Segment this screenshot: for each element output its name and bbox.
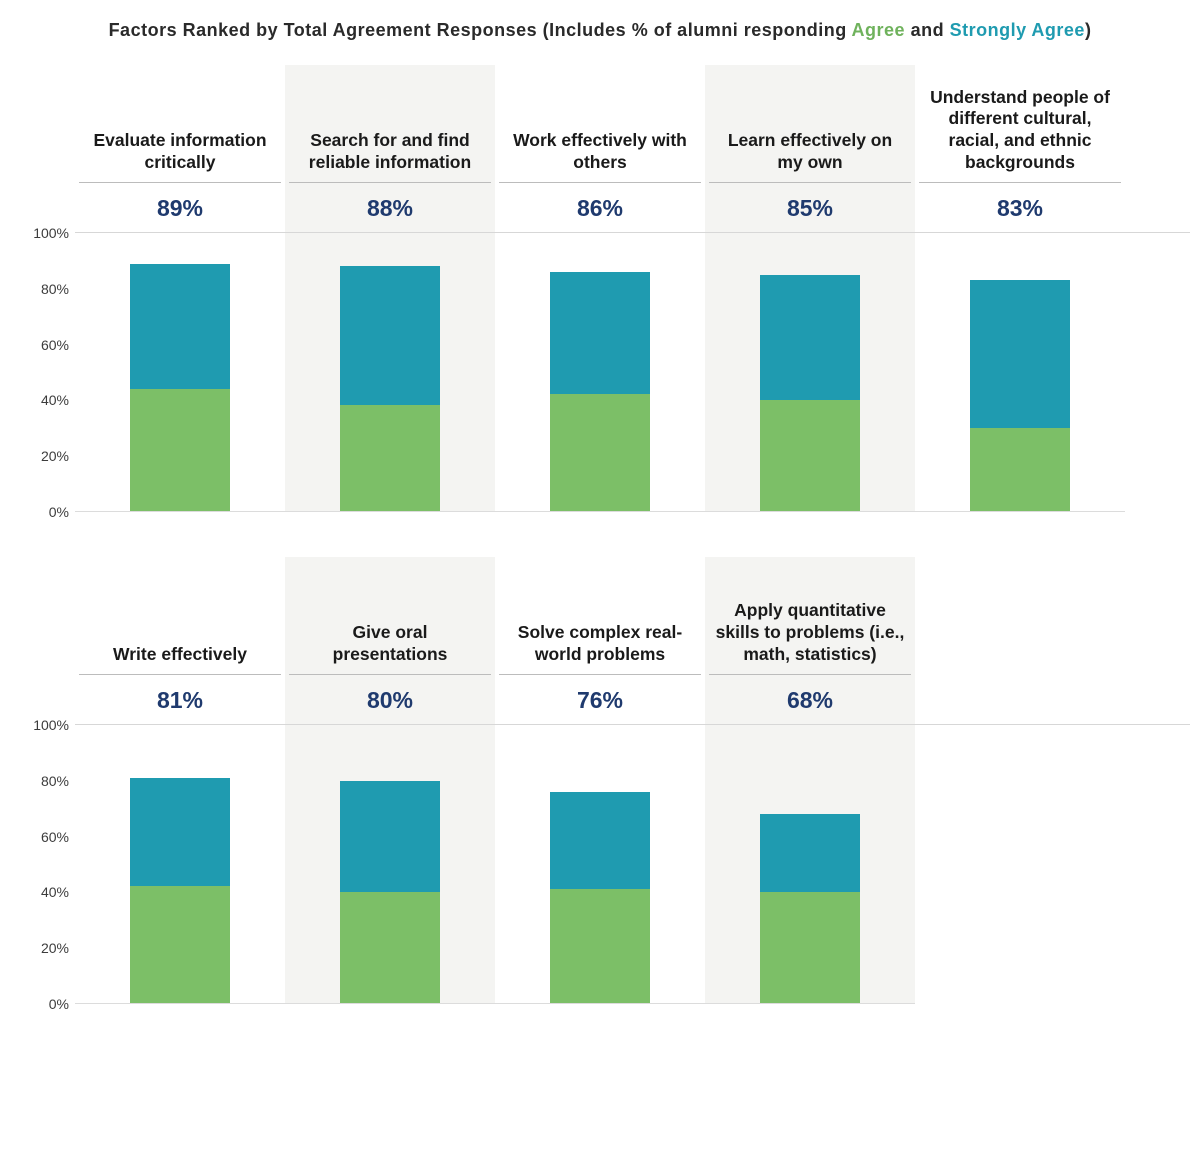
panel-label: Search for and find reliable information <box>289 65 491 183</box>
panel: Solve complex real-world problems76% <box>495 557 705 724</box>
bar-segment-agree <box>550 889 650 1003</box>
panel-label: Learn effectively on my own <box>709 65 911 183</box>
panel-headers: Evaluate information critically89%Search… <box>75 65 1190 232</box>
chart-row: Write effectively81%Give oral presentati… <box>10 557 1190 1004</box>
chart-column <box>705 725 915 1004</box>
chart-column <box>705 233 915 512</box>
panel-label: Understand people of different cultural,… <box>919 65 1121 183</box>
panel-label: Give oral presentations <box>289 557 491 675</box>
chart-panels <box>75 233 1190 512</box>
chart-column <box>75 725 285 1004</box>
panel: Work effectively with others86% <box>495 65 705 232</box>
chart-column <box>285 233 495 512</box>
y-axis: 0%20%40%60%80%100% <box>10 725 75 1004</box>
bar-segment-strongly-agree <box>130 264 230 389</box>
panel: Give oral presentations80% <box>285 557 495 724</box>
panel: Evaluate information critically89% <box>75 65 285 232</box>
panel: Understand people of different cultural,… <box>915 65 1125 232</box>
bar-segment-strongly-agree <box>550 792 650 889</box>
bar-segment-agree <box>130 886 230 1003</box>
panel-headers: Write effectively81%Give oral presentati… <box>75 557 1190 724</box>
y-tick: 0% <box>49 996 69 1012</box>
panel-label: Apply quantitative skills to problems (i… <box>709 557 911 675</box>
bar-segment-agree <box>550 394 650 511</box>
y-tick: 40% <box>41 392 69 408</box>
title-agree-word: Agree <box>852 20 906 40</box>
bar-segment-strongly-agree <box>760 275 860 400</box>
title-mid: and <box>905 20 950 40</box>
bar-segment-agree <box>130 389 230 511</box>
y-tick: 0% <box>49 504 69 520</box>
chart-column <box>915 233 1125 512</box>
panel-label: Solve complex real-world problems <box>499 557 701 675</box>
title-pre: Factors Ranked by Total Agreement Respon… <box>109 20 852 40</box>
panel: Write effectively81% <box>75 557 285 724</box>
bar-segment-agree <box>760 400 860 511</box>
bar <box>760 725 860 1003</box>
panel-label: Evaluate information critically <box>79 65 281 183</box>
chart-zone: 0%20%40%60%80%100% <box>75 232 1190 512</box>
bar-segment-agree <box>340 892 440 1003</box>
title-strongly-word: Strongly Agree <box>950 20 1085 40</box>
y-tick: 80% <box>41 773 69 789</box>
panel-percentage: 80% <box>289 675 491 724</box>
bar <box>550 233 650 511</box>
chart-column <box>75 233 285 512</box>
bar-segment-strongly-agree <box>970 280 1070 427</box>
y-tick: 100% <box>33 717 69 733</box>
chart-column <box>495 233 705 512</box>
panel-percentage: 86% <box>499 183 701 232</box>
panel-label: Work effectively with others <box>499 65 701 183</box>
y-tick: 20% <box>41 940 69 956</box>
panel-percentage: 81% <box>79 675 281 724</box>
y-tick: 20% <box>41 448 69 464</box>
panel-percentage: 76% <box>499 675 701 724</box>
panel-percentage: 89% <box>79 183 281 232</box>
bar-segment-agree <box>340 405 440 511</box>
title-post: ) <box>1085 20 1092 40</box>
bar-segment-strongly-agree <box>340 266 440 405</box>
chart-column <box>495 725 705 1004</box>
bar-segment-strongly-agree <box>550 272 650 394</box>
bar-segment-strongly-agree <box>130 778 230 886</box>
bar <box>130 725 230 1003</box>
bar-segment-strongly-agree <box>340 781 440 892</box>
bar-segment-strongly-agree <box>760 814 860 892</box>
chart-column <box>285 725 495 1004</box>
y-tick: 60% <box>41 337 69 353</box>
bar <box>760 233 860 511</box>
panel-label: Write effectively <box>79 557 281 675</box>
chart-zone: 0%20%40%60%80%100% <box>75 724 1190 1004</box>
panel: Apply quantitative skills to problems (i… <box>705 557 915 724</box>
bar <box>340 233 440 511</box>
chart-rows: Evaluate information critically89%Search… <box>10 65 1190 1004</box>
chart-panels <box>75 725 1190 1004</box>
y-tick: 40% <box>41 884 69 900</box>
panel: Learn effectively on my own85% <box>705 65 915 232</box>
bar <box>550 725 650 1003</box>
panel-percentage: 88% <box>289 183 491 232</box>
bar-segment-agree <box>970 428 1070 511</box>
y-tick: 100% <box>33 225 69 241</box>
y-tick: 60% <box>41 829 69 845</box>
bar <box>340 725 440 1003</box>
bar-segment-agree <box>760 892 860 1003</box>
panel-percentage: 85% <box>709 183 911 232</box>
panel-percentage: 68% <box>709 675 911 724</box>
panel-percentage: 83% <box>919 183 1121 232</box>
bar <box>130 233 230 511</box>
y-axis: 0%20%40%60%80%100% <box>10 233 75 512</box>
panel: Search for and find reliable information… <box>285 65 495 232</box>
bar <box>970 233 1070 511</box>
chart-title: Factors Ranked by Total Agreement Respon… <box>10 20 1190 41</box>
y-tick: 80% <box>41 281 69 297</box>
chart-row: Evaluate information critically89%Search… <box>10 65 1190 512</box>
